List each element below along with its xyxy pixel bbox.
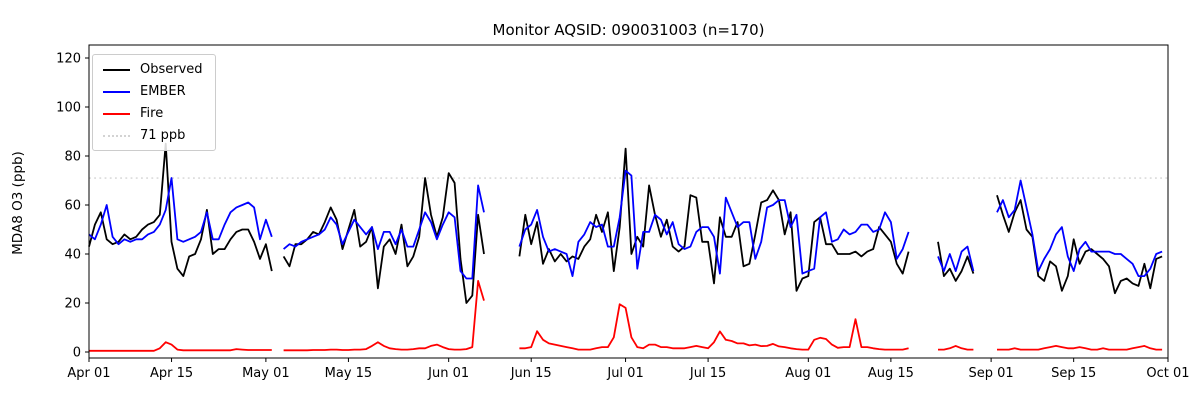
x-tick-label: Sep 01 xyxy=(969,366,1014,381)
ember-line xyxy=(88,169,1163,280)
legend-item-fire: Fire xyxy=(103,106,203,121)
x-tick-label: Jun 01 xyxy=(427,366,469,381)
legend-label: 71 ppb xyxy=(140,128,186,143)
legend-line-sample xyxy=(103,112,130,115)
legend-line-sample xyxy=(103,68,130,71)
y-tick-label: 0 xyxy=(73,346,81,361)
x-tick-label: Jul 15 xyxy=(689,366,726,381)
y-axis-label: MDA8 O3 (ppb) xyxy=(10,151,26,255)
x-tick-label: Apr 15 xyxy=(150,366,193,381)
y-tick-label: 20 xyxy=(64,297,81,312)
y-tick-label: 120 xyxy=(56,52,81,67)
legend-label: Observed xyxy=(140,62,203,77)
legend-item-observed: Observed xyxy=(103,62,203,77)
legend-line-sample xyxy=(103,90,130,93)
legend-label: EMBER xyxy=(140,84,186,99)
fire-line xyxy=(89,280,1163,352)
x-tick-label: Oct 01 xyxy=(1146,366,1189,381)
x-tick-label: Jun 15 xyxy=(510,366,552,381)
legend-item-ember: EMBER xyxy=(103,84,203,99)
y-tick-label: 80 xyxy=(64,150,81,165)
x-tick-label: Aug 15 xyxy=(868,366,914,381)
x-tick-label: Sep 15 xyxy=(1051,366,1096,381)
x-tick-label: Apr 01 xyxy=(67,366,110,381)
observed-line xyxy=(88,142,1163,304)
y-tick-label: 40 xyxy=(64,248,81,263)
x-tick-label: May 01 xyxy=(242,366,290,381)
x-tick-label: May 15 xyxy=(325,366,373,381)
y-tick-label: 60 xyxy=(64,199,81,214)
legend-item-71-ppb: 71 ppb xyxy=(103,128,203,143)
x-tick-label: Aug 01 xyxy=(785,366,831,381)
legend-label: Fire xyxy=(140,106,164,121)
x-tick-label: Jul 01 xyxy=(606,366,643,381)
chart-title: Monitor AQSID: 090031003 (n=170) xyxy=(492,21,765,39)
y-tick-label: 100 xyxy=(56,101,81,116)
legend: Observed EMBER Fire 71 ppb xyxy=(92,54,216,151)
legend-line-sample xyxy=(103,134,130,137)
axes-spines xyxy=(88,44,1169,359)
